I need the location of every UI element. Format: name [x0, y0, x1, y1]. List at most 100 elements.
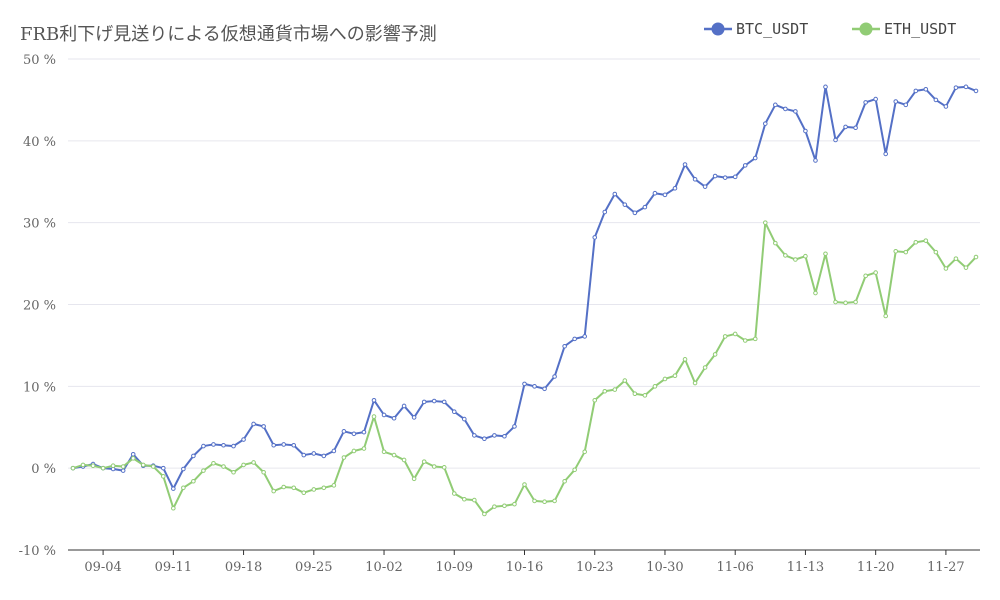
- data-point[interactable]: [712, 173, 718, 179]
- data-point[interactable]: [873, 270, 878, 275]
- data-point[interactable]: [582, 449, 588, 455]
- data-point[interactable]: [592, 397, 598, 403]
- data-point[interactable]: [552, 374, 557, 379]
- data-point[interactable]: [150, 464, 156, 469]
- data-point[interactable]: [301, 490, 307, 496]
- data-point[interactable]: [361, 446, 367, 451]
- data-point[interactable]: [682, 162, 688, 167]
- data-point[interactable]: [441, 465, 447, 470]
- data-point[interactable]: [672, 373, 678, 378]
- data-point[interactable]: [853, 125, 858, 131]
- data-point[interactable]: [411, 476, 417, 482]
- data-point[interactable]: [251, 421, 256, 427]
- data-point[interactable]: [451, 409, 457, 415]
- data-point[interactable]: [181, 466, 186, 472]
- data-point[interactable]: [211, 442, 216, 447]
- data-point[interactable]: [100, 465, 106, 471]
- data-point[interactable]: [211, 460, 216, 466]
- data-point[interactable]: [331, 448, 337, 454]
- data-point[interactable]: [752, 336, 758, 342]
- data-point[interactable]: [532, 384, 537, 389]
- data-point[interactable]: [562, 343, 567, 349]
- data-point[interactable]: [371, 414, 377, 419]
- data-point[interactable]: [612, 387, 618, 392]
- data-point[interactable]: [893, 99, 899, 104]
- data-point[interactable]: [963, 265, 969, 270]
- data-point[interactable]: [70, 465, 76, 471]
- data-point[interactable]: [221, 464, 226, 469]
- data-point[interactable]: [963, 84, 969, 90]
- data-point[interactable]: [472, 497, 477, 503]
- data-point[interactable]: [90, 463, 96, 469]
- data-point[interactable]: [702, 365, 708, 370]
- data-point[interactable]: [451, 491, 457, 496]
- data-point[interactable]: [421, 459, 427, 464]
- data-point[interactable]: [933, 249, 939, 255]
- data-point[interactable]: [411, 415, 417, 420]
- data-point[interactable]: [933, 97, 939, 103]
- data-point[interactable]: [301, 452, 307, 458]
- data-point[interactable]: [161, 465, 166, 471]
- data-point[interactable]: [572, 336, 577, 342]
- data-point[interactable]: [712, 352, 718, 357]
- data-point[interactable]: [883, 313, 889, 319]
- data-point[interactable]: [271, 442, 276, 448]
- data-point[interactable]: [572, 467, 577, 473]
- data-point[interactable]: [472, 433, 477, 438]
- data-point[interactable]: [632, 391, 638, 397]
- data-point[interactable]: [401, 403, 407, 409]
- data-point[interactable]: [793, 109, 798, 114]
- data-point[interactable]: [682, 357, 688, 362]
- data-point[interactable]: [361, 429, 367, 435]
- data-point[interactable]: [261, 469, 266, 475]
- data-point[interactable]: [251, 460, 256, 465]
- data-point[interactable]: [783, 106, 788, 112]
- data-point[interactable]: [793, 257, 798, 262]
- data-point[interactable]: [291, 485, 297, 491]
- data-point[interactable]: [662, 192, 668, 198]
- data-point[interactable]: [271, 488, 276, 494]
- data-point[interactable]: [863, 273, 868, 279]
- data-point[interactable]: [843, 124, 848, 130]
- data-point[interactable]: [311, 451, 317, 456]
- data-point[interactable]: [602, 209, 608, 215]
- data-point[interactable]: [612, 191, 618, 197]
- data-point[interactable]: [813, 158, 818, 163]
- legend-item-btc[interactable]: BTC_USDT: [704, 20, 808, 38]
- data-point[interactable]: [823, 84, 828, 90]
- data-point[interactable]: [191, 478, 196, 484]
- data-point[interactable]: [602, 388, 608, 394]
- data-point[interactable]: [783, 253, 788, 258]
- data-point[interactable]: [622, 378, 628, 383]
- data-point[interactable]: [341, 429, 347, 434]
- data-point[interactable]: [863, 100, 868, 105]
- data-point[interactable]: [181, 485, 186, 491]
- data-point[interactable]: [130, 456, 136, 461]
- data-point[interactable]: [391, 415, 397, 421]
- data-point[interactable]: [803, 253, 808, 259]
- data-point[interactable]: [512, 501, 517, 507]
- data-point[interactable]: [833, 137, 838, 143]
- data-point[interactable]: [241, 437, 246, 442]
- data-point[interactable]: [692, 380, 698, 386]
- data-point[interactable]: [381, 449, 387, 455]
- data-point[interactable]: [742, 338, 748, 343]
- data-point[interactable]: [582, 334, 588, 339]
- data-point[interactable]: [522, 381, 527, 387]
- data-point[interactable]: [973, 254, 979, 260]
- data-point[interactable]: [120, 464, 126, 469]
- data-point[interactable]: [321, 453, 327, 459]
- data-point[interactable]: [732, 331, 738, 337]
- data-point[interactable]: [702, 184, 708, 189]
- data-point[interactable]: [80, 462, 86, 468]
- data-point[interactable]: [321, 485, 327, 491]
- data-point[interactable]: [311, 487, 317, 492]
- data-point[interactable]: [773, 240, 778, 246]
- data-point[interactable]: [492, 504, 497, 509]
- data-point[interactable]: [431, 398, 437, 404]
- data-point[interactable]: [752, 155, 758, 161]
- data-point[interactable]: [722, 175, 728, 180]
- data-point[interactable]: [261, 424, 266, 429]
- data-point[interactable]: [421, 399, 427, 405]
- data-point[interactable]: [672, 186, 678, 191]
